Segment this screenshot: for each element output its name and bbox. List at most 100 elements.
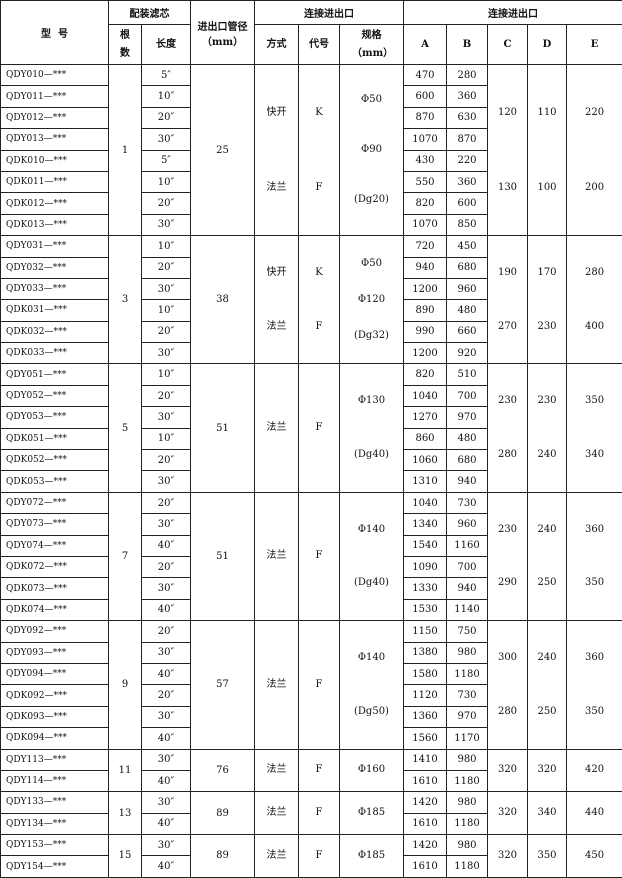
- d-cell-value: 110: [537, 106, 556, 120]
- b-cell: 730: [447, 492, 488, 513]
- length-cell: 30″: [142, 214, 191, 235]
- length-cell: 10″: [142, 86, 191, 107]
- model-cell: QDK013—***: [1, 214, 109, 235]
- a-cell: 1310: [404, 471, 447, 492]
- a-cell: 1090: [404, 556, 447, 577]
- b-cell: 1140: [447, 599, 488, 620]
- pipe-cell: 51: [191, 492, 255, 620]
- c-cell-value: 300: [498, 651, 517, 665]
- b-cell: 360: [447, 171, 488, 192]
- e-cell-value: 350: [585, 576, 604, 590]
- code-cell-value: F: [316, 421, 323, 435]
- d-cell: 350: [528, 835, 567, 878]
- spec-cell-value: Φ185: [358, 849, 385, 863]
- a-cell: 1200: [404, 343, 447, 364]
- length-cell: 30″: [142, 471, 191, 492]
- a-cell: 990: [404, 321, 447, 342]
- model-cell: QDK073—***: [1, 578, 109, 599]
- length-cell: 30″: [142, 514, 191, 535]
- length-cell: 10″: [142, 171, 191, 192]
- d-cell-value: 350: [537, 849, 556, 863]
- d-cell-values: 350: [528, 845, 566, 867]
- length-cell: 30″: [142, 278, 191, 299]
- mode-cell-value: 法兰: [267, 678, 287, 692]
- b-cell: 970: [447, 706, 488, 727]
- mode-cell: 快开法兰: [255, 65, 299, 236]
- length-cell: 20″: [142, 257, 191, 278]
- mode-cell-values: 法兰: [255, 503, 298, 610]
- code-cell-value: F: [316, 763, 323, 777]
- a-cell: 1610: [404, 770, 447, 791]
- b-cell: 1180: [447, 813, 488, 834]
- mode-cell-value: 快开: [267, 106, 287, 120]
- spec-cell-values: Φ185: [340, 802, 403, 824]
- header-c: C: [488, 25, 528, 65]
- b-cell: 450: [447, 236, 488, 257]
- count-cell: 15: [109, 835, 142, 878]
- pipe-cell: 89: [191, 835, 255, 878]
- mode-cell-values: 法兰: [255, 760, 298, 782]
- a-cell: 1060: [404, 450, 447, 471]
- b-cell: 960: [447, 278, 488, 299]
- a-cell: 1270: [404, 407, 447, 428]
- length-cell: 10″: [142, 428, 191, 449]
- model-cell: QDY052—***: [1, 385, 109, 406]
- pipe-cell: 38: [191, 236, 255, 364]
- spec-cell-values: Φ140(Dg40): [340, 503, 403, 610]
- spec-cell-value: (Dg50): [354, 705, 389, 719]
- model-cell: QDK052—***: [1, 450, 109, 471]
- spec-cell: Φ185: [340, 835, 404, 878]
- length-cell: 20″: [142, 193, 191, 214]
- header-spec: 规格（mm）: [340, 25, 404, 65]
- spec-cell: Φ185: [340, 792, 404, 835]
- length-cell: 5″: [142, 65, 191, 86]
- length-cell: 30″: [142, 642, 191, 663]
- c-cell-value: 230: [498, 394, 517, 408]
- header-e: E: [567, 25, 622, 65]
- length-cell: 20″: [142, 685, 191, 706]
- header-connection: 连接进出口: [255, 1, 404, 25]
- code-cell: F: [299, 749, 340, 792]
- d-cell-value: 250: [537, 705, 556, 719]
- mode-cell: 快开法兰: [255, 236, 299, 364]
- c-cell-values: 320: [488, 845, 527, 867]
- code-cell-value: K: [315, 106, 322, 120]
- length-cell: 40″: [142, 813, 191, 834]
- length-cell: 40″: [142, 856, 191, 877]
- model-cell: QDY073—***: [1, 514, 109, 535]
- length-cell: 20″: [142, 107, 191, 128]
- mode-cell-value: 快开: [267, 266, 287, 280]
- mode-cell-value: 法兰: [267, 849, 287, 863]
- b-cell: 980: [447, 749, 488, 770]
- model-cell: QDY072—***: [1, 492, 109, 513]
- header-dims: 连接进出口: [404, 1, 622, 25]
- code-cell: F: [299, 492, 340, 620]
- d-cell-value: 340: [537, 806, 556, 820]
- c-cell-value: 290: [498, 576, 517, 590]
- a-cell: 1150: [404, 621, 447, 642]
- a-cell: 470: [404, 65, 447, 86]
- spec-cell-values: Φ130(Dg40): [340, 374, 403, 481]
- length-cell: 30″: [142, 343, 191, 364]
- model-cell: QDY011—***: [1, 86, 109, 107]
- d-cell: 340: [528, 792, 567, 835]
- b-cell: 480: [447, 428, 488, 449]
- header-d: D: [528, 25, 567, 65]
- a-cell: 1610: [404, 813, 447, 834]
- c-cell-value: 120: [498, 106, 517, 120]
- e-cell-values: 440: [567, 802, 622, 824]
- code-cell-values: F: [299, 374, 339, 481]
- model-cell: QDY032—***: [1, 257, 109, 278]
